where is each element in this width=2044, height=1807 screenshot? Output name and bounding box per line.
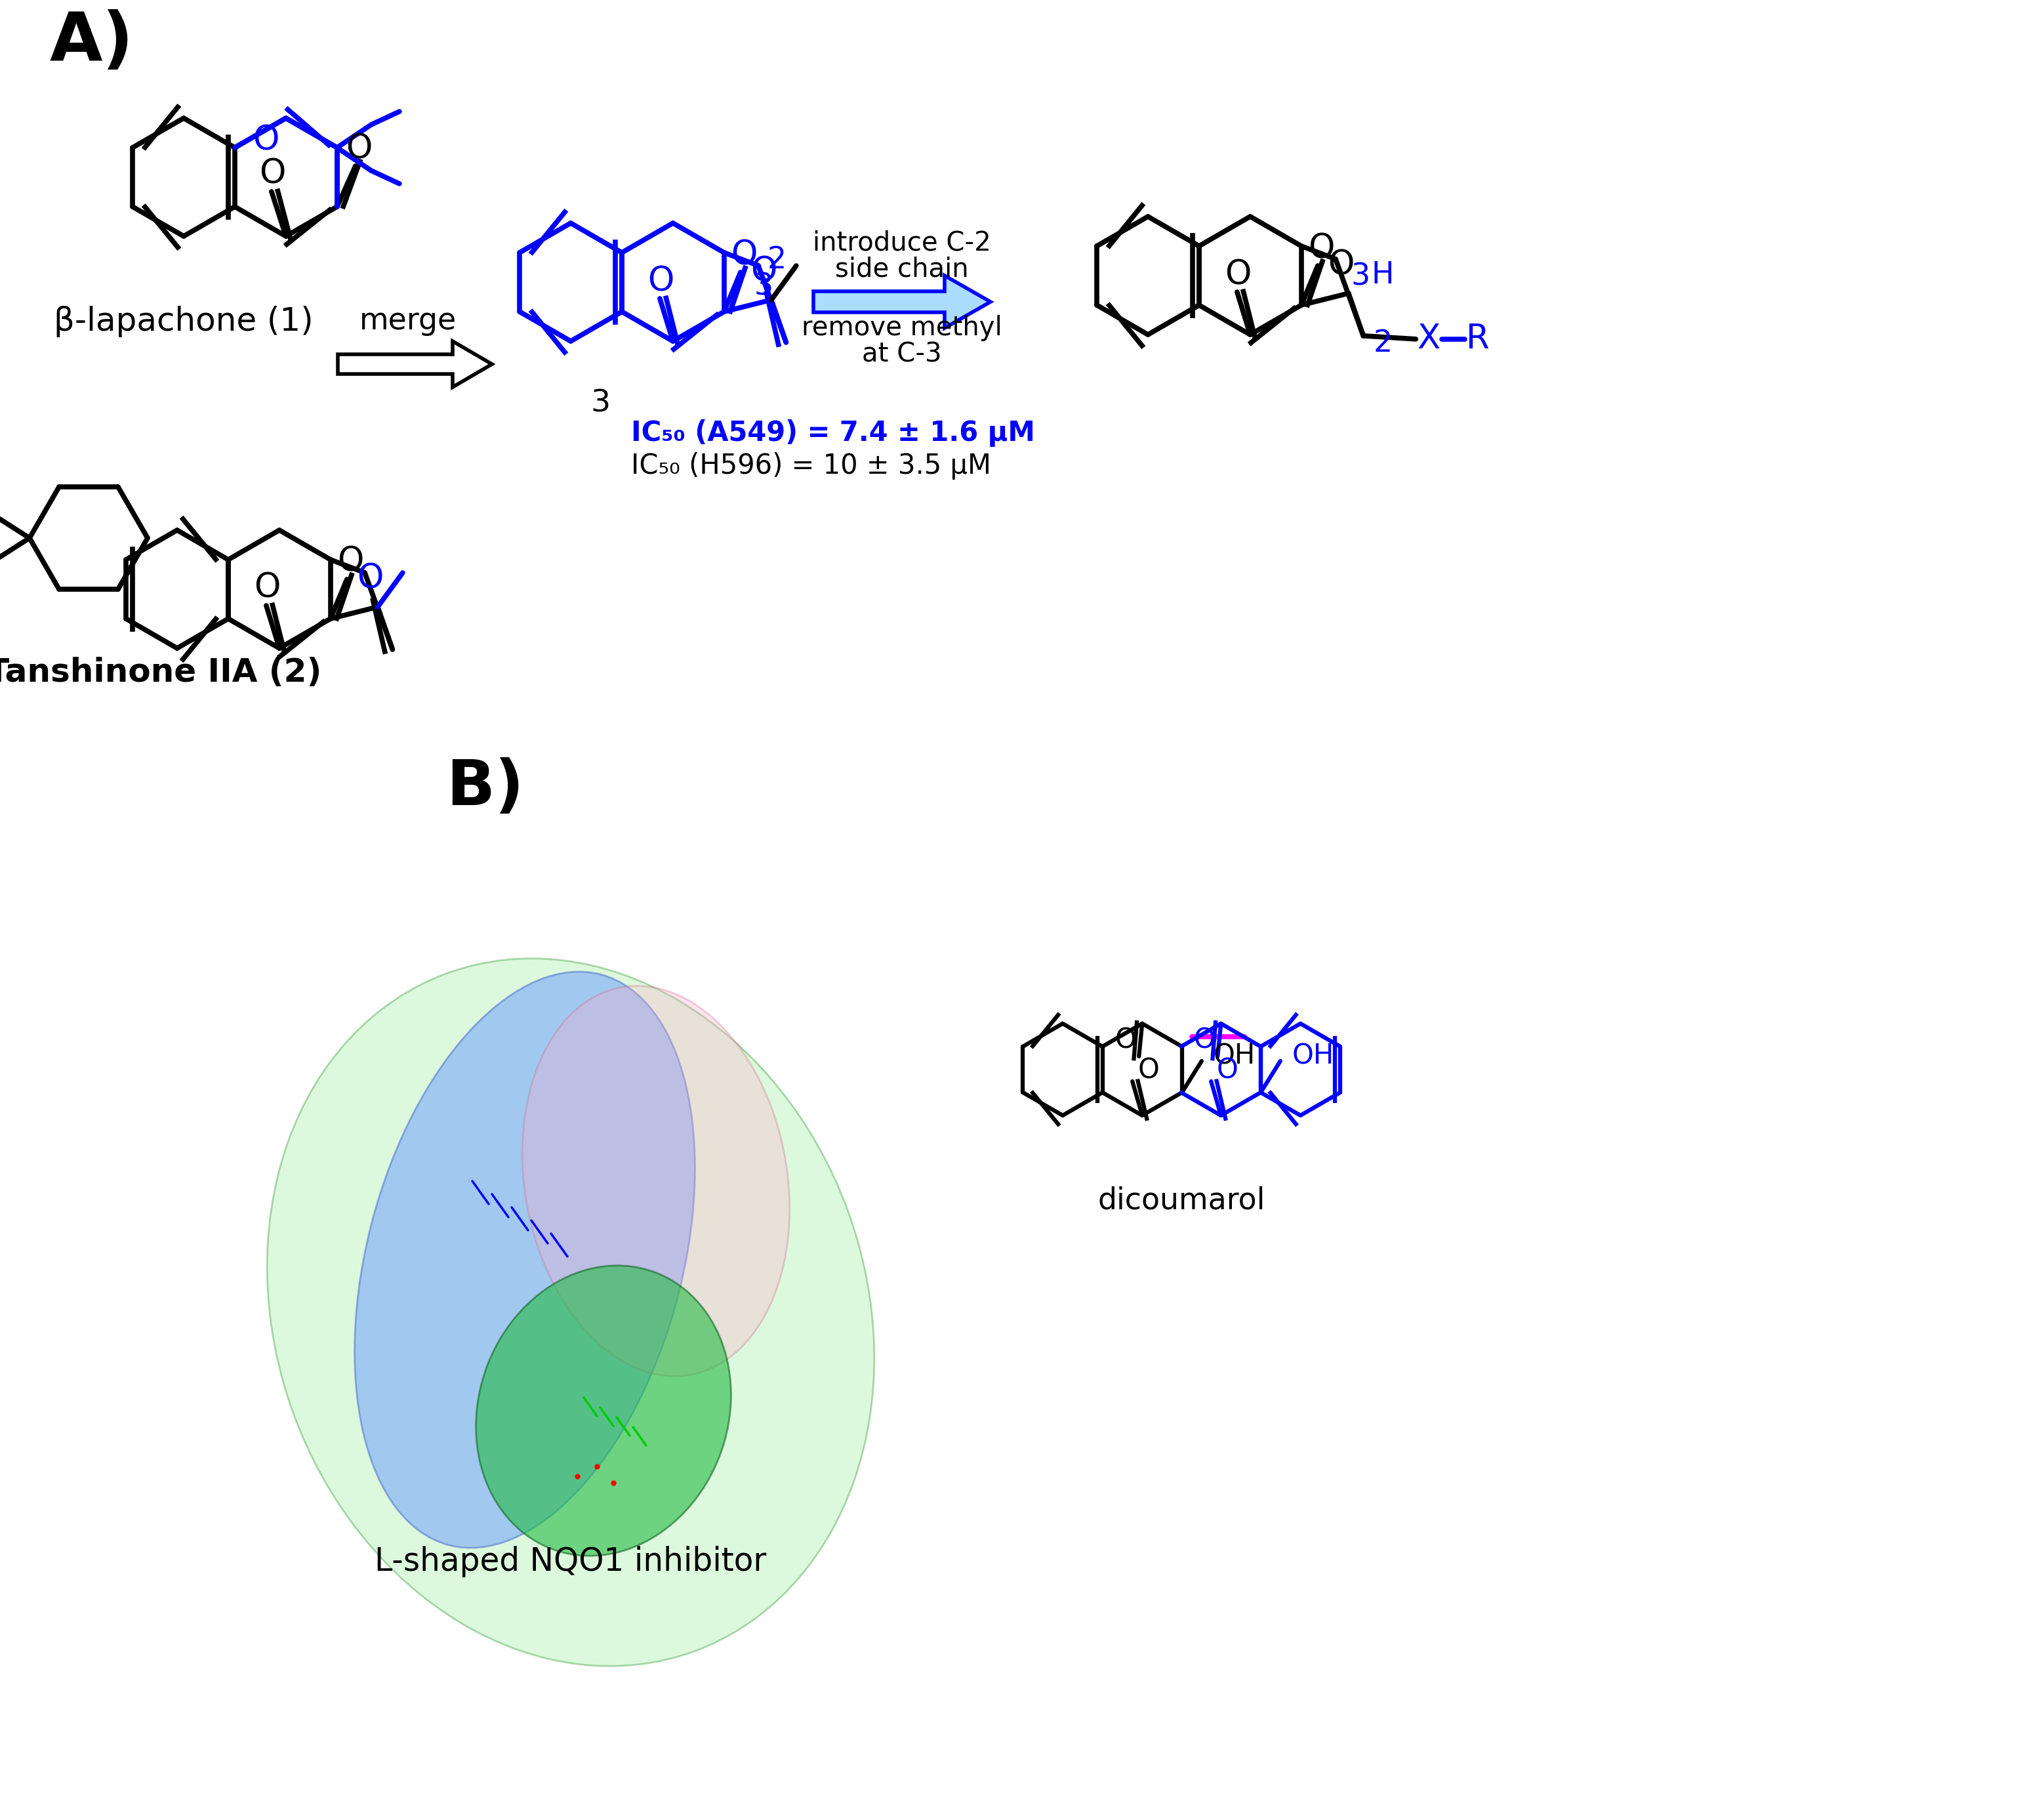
Text: merge: merge <box>360 307 456 336</box>
Text: O: O <box>337 546 364 578</box>
Text: OH: OH <box>1292 1043 1335 1070</box>
Text: β-lapachone (1): β-lapachone (1) <box>53 305 313 338</box>
Text: O: O <box>648 266 675 298</box>
Text: at C-3: at C-3 <box>863 342 942 367</box>
Text: 3: 3 <box>754 273 773 302</box>
Text: IC₅₀ (A549) = 7.4 ± 1.6 μM: IC₅₀ (A549) = 7.4 ± 1.6 μM <box>632 419 1034 446</box>
Ellipse shape <box>354 972 695 1549</box>
Text: O: O <box>730 239 756 271</box>
Text: O: O <box>1327 249 1353 282</box>
Text: remove methyl: remove methyl <box>801 314 1002 342</box>
Text: O: O <box>1114 1026 1136 1053</box>
Text: X: X <box>1416 323 1441 356</box>
Text: A): A) <box>49 9 133 76</box>
Text: O: O <box>251 125 278 157</box>
Text: 2: 2 <box>1374 329 1392 358</box>
Text: O: O <box>260 159 286 192</box>
Text: O: O <box>750 257 777 289</box>
Ellipse shape <box>476 1265 732 1556</box>
Text: O: O <box>253 573 280 605</box>
Text: Tanshinone IIA (2): Tanshinone IIA (2) <box>0 656 321 688</box>
Text: O: O <box>1224 258 1251 291</box>
Text: 3: 3 <box>591 389 609 417</box>
Text: H: H <box>1372 260 1394 289</box>
Text: O: O <box>1216 1057 1239 1084</box>
FancyArrow shape <box>337 342 493 387</box>
Text: 3: 3 <box>1351 262 1369 291</box>
Ellipse shape <box>523 987 789 1377</box>
Text: B): B) <box>446 757 523 819</box>
Text: O: O <box>1194 1026 1214 1053</box>
Text: side chain: side chain <box>836 257 969 282</box>
Text: OH: OH <box>1214 1043 1255 1070</box>
Text: R: R <box>1466 323 1490 356</box>
FancyArrow shape <box>814 276 991 329</box>
Text: introduce C-2: introduce C-2 <box>814 229 991 257</box>
Ellipse shape <box>268 958 875 1666</box>
Text: L-shaped NQO1 inhibitor: L-shaped NQO1 inhibitor <box>374 1545 766 1578</box>
Text: O: O <box>1139 1057 1159 1084</box>
Text: O: O <box>358 562 382 596</box>
Text: 2: 2 <box>766 246 787 275</box>
Text: dicoumarol: dicoumarol <box>1098 1185 1265 1216</box>
Text: IC₅₀ (H596) = 10 ± 3.5 μM: IC₅₀ (H596) = 10 ± 3.5 μM <box>632 452 991 479</box>
Text: O: O <box>1308 233 1335 266</box>
Text: O: O <box>345 132 372 166</box>
